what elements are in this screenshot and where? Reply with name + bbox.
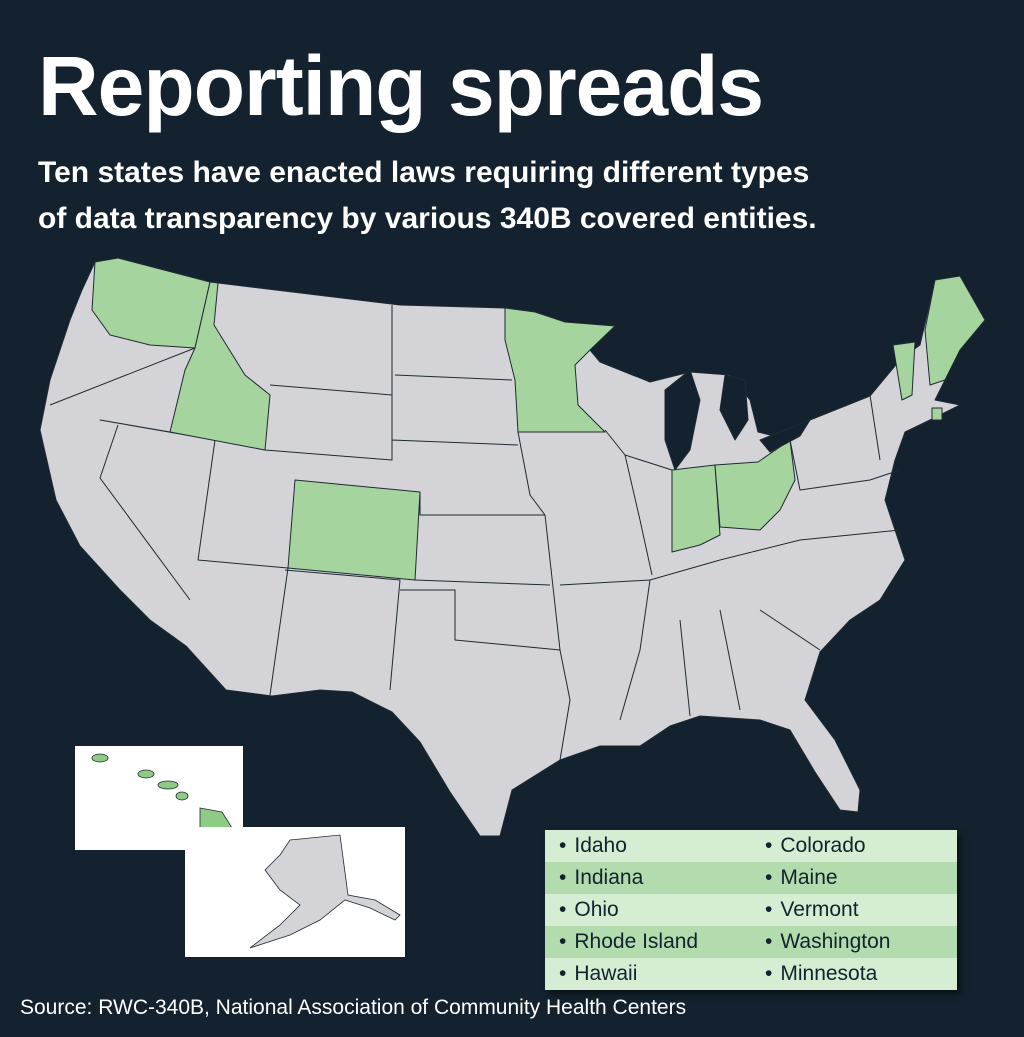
title: Reporting spreads <box>38 39 764 133</box>
legend-item: Minnesota <box>751 962 957 986</box>
ohio <box>714 439 796 531</box>
legend-item: Idaho <box>545 834 751 858</box>
idaho <box>169 281 271 451</box>
washington <box>91 257 211 349</box>
legend-row: IdahoColorado <box>545 830 957 862</box>
subtitle: Ten states have enacted laws requiring d… <box>38 150 817 242</box>
legend-item: Rhode Island <box>545 930 751 954</box>
legend: IdahoColoradoIndianaMaineOhioVermontRhod… <box>545 830 957 990</box>
legend-item: Colorado <box>751 834 957 858</box>
legend-item: Ohio <box>545 898 751 922</box>
legend-item: Maine <box>751 866 957 890</box>
subtitle-line: of data transparency by various 340B cov… <box>38 202 817 235</box>
legend-row: HawaiiMinnesota <box>545 958 957 990</box>
maine <box>924 275 986 386</box>
source: Source: RWC-340B, National Association o… <box>20 996 687 1019</box>
legend-row: OhioVermont <box>545 894 957 926</box>
subtitle-line: Ten states have enacted laws requiring d… <box>38 156 810 189</box>
indiana <box>671 464 721 553</box>
legend-row: IndianaMaine <box>545 862 957 894</box>
colorado <box>287 479 421 581</box>
island <box>91 753 109 763</box>
legend-row: Rhode IslandWashington <box>545 926 957 958</box>
legend-item: Vermont <box>751 898 957 922</box>
legend-item: Hawaii <box>545 962 751 986</box>
island <box>137 769 155 779</box>
alaska <box>249 834 401 949</box>
island <box>157 780 179 790</box>
state-borders <box>49 305 901 761</box>
island <box>175 791 189 801</box>
rhode-island <box>931 407 943 421</box>
minnesota <box>504 307 616 433</box>
great-lakes <box>664 369 811 471</box>
legend-item: Washington <box>751 930 957 954</box>
vermont <box>892 341 916 401</box>
legend-item: Indiana <box>545 866 751 890</box>
